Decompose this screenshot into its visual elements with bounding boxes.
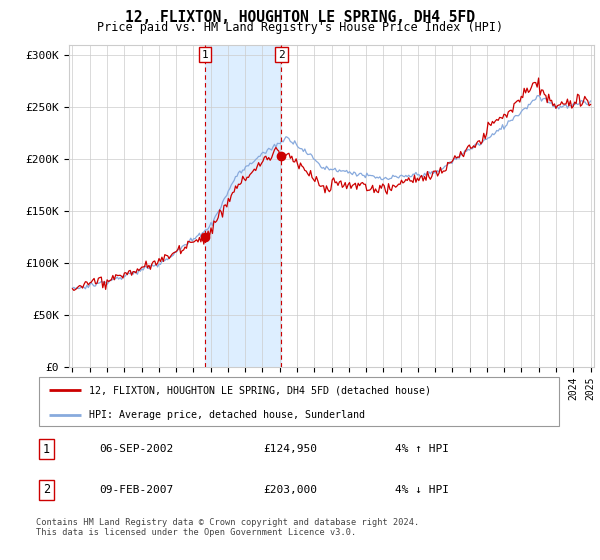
FancyBboxPatch shape bbox=[38, 377, 559, 426]
Text: 09-FEB-2007: 09-FEB-2007 bbox=[100, 484, 173, 494]
Text: 4% ↓ HPI: 4% ↓ HPI bbox=[395, 484, 449, 494]
Text: Price paid vs. HM Land Registry's House Price Index (HPI): Price paid vs. HM Land Registry's House … bbox=[97, 21, 503, 34]
Text: 12, FLIXTON, HOUGHTON LE SPRING, DH4 5FD: 12, FLIXTON, HOUGHTON LE SPRING, DH4 5FD bbox=[125, 10, 475, 25]
Text: 2: 2 bbox=[43, 483, 50, 496]
Text: 4% ↑ HPI: 4% ↑ HPI bbox=[395, 444, 449, 454]
Text: 1: 1 bbox=[43, 442, 50, 456]
Text: 06-SEP-2002: 06-SEP-2002 bbox=[100, 444, 173, 454]
Text: Contains HM Land Registry data © Crown copyright and database right 2024.
This d: Contains HM Land Registry data © Crown c… bbox=[36, 518, 419, 538]
Text: 2: 2 bbox=[278, 50, 285, 59]
Bar bbox=[205, 45, 281, 367]
Text: HPI: Average price, detached house, Sunderland: HPI: Average price, detached house, Sund… bbox=[89, 410, 365, 420]
Text: £203,000: £203,000 bbox=[263, 484, 317, 494]
Text: 12, FLIXTON, HOUGHTON LE SPRING, DH4 5FD (detached house): 12, FLIXTON, HOUGHTON LE SPRING, DH4 5FD… bbox=[89, 385, 431, 395]
Text: £124,950: £124,950 bbox=[263, 444, 317, 454]
Text: 1: 1 bbox=[202, 50, 208, 59]
